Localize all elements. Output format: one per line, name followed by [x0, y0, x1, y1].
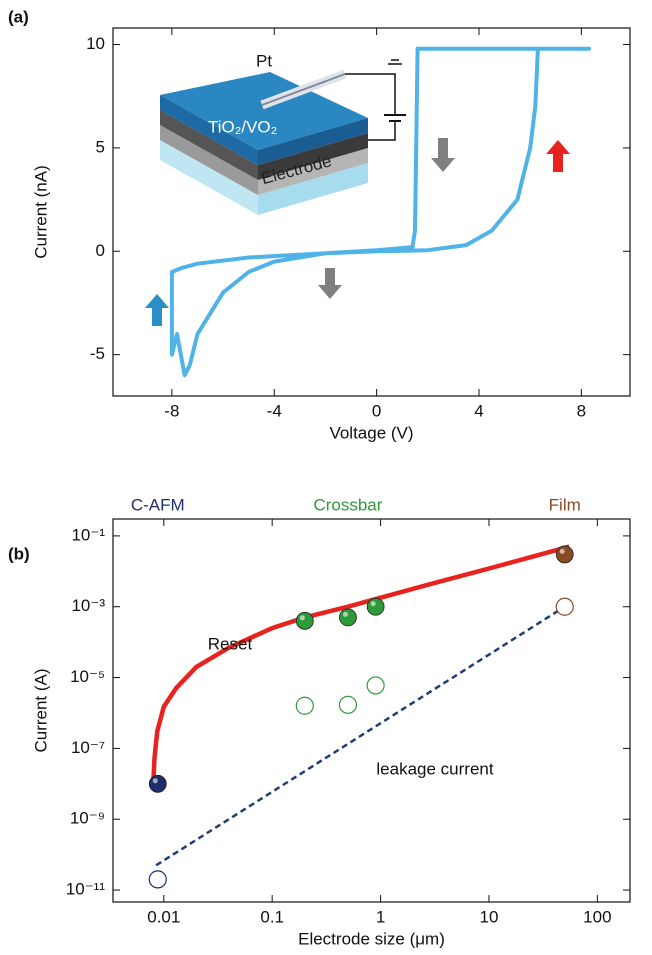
plot-frame	[112, 518, 631, 903]
plot-frame	[112, 27, 631, 397]
leakage-point	[148, 870, 167, 889]
panel-label: (a)	[8, 7, 29, 26]
leakage-point	[338, 695, 358, 714]
reset-point	[295, 611, 314, 630]
group-label: Film	[549, 495, 581, 514]
x-tick-label: 0.01	[147, 907, 180, 926]
inset-label: TiO₂/VO₂	[208, 117, 277, 136]
y-tick-label: 10⁻⁵	[70, 667, 105, 686]
x-tick-label: 4	[474, 401, 483, 420]
y-tick-label: -5	[90, 344, 105, 363]
inset-label: Pt	[256, 51, 272, 70]
point-highlight	[370, 601, 376, 607]
x-axis-label: Voltage (V)	[329, 423, 413, 442]
leakage-point	[555, 597, 574, 616]
y-tick-label: 10⁻¹¹	[66, 880, 106, 899]
point-highlight	[299, 615, 305, 621]
x-tick-label: 0.1	[260, 907, 284, 926]
arrows	[145, 138, 570, 326]
data-line	[169, 46, 591, 378]
leakage-point	[295, 696, 314, 715]
y-tick-label: 10⁻³	[71, 596, 105, 615]
x-tick-label: 8	[577, 401, 586, 420]
y-tick-label: 10⁻¹	[71, 525, 105, 544]
fit-line	[151, 544, 570, 784]
y-tick-label: 0	[96, 241, 105, 260]
group-label: C-AFM	[131, 495, 185, 514]
reset-point	[555, 545, 574, 564]
point-highlight	[152, 778, 158, 784]
reset-point	[366, 597, 385, 616]
reset-point	[339, 608, 357, 627]
y-axis-label: Current (A)	[31, 668, 50, 752]
x-tick-label: 0	[372, 401, 381, 420]
fit-line	[155, 605, 566, 867]
x-tick-label: 10	[480, 907, 499, 926]
group-label: Crossbar	[313, 495, 382, 514]
x-tick-label: -4	[267, 401, 282, 420]
y-tick-label: 5	[96, 137, 105, 156]
x-tick-label: 100	[583, 907, 611, 926]
y-tick-label: 10	[86, 34, 105, 53]
line-label: leakage current	[376, 759, 493, 778]
point-highlight	[559, 548, 565, 554]
y-tick-label: 10⁻⁹	[70, 809, 105, 828]
x-tick-label: -8	[164, 401, 179, 420]
reset-point	[148, 774, 167, 793]
leakage-point	[366, 676, 385, 695]
x-axis-label: Electrode size (μm)	[298, 929, 445, 948]
point-highlight	[342, 611, 348, 617]
y-axis-label: Current (nA)	[31, 165, 50, 259]
panel-label: (b)	[8, 544, 30, 563]
y-tick-label: 10⁻⁷	[71, 738, 105, 757]
x-tick-label: 1	[376, 907, 385, 926]
inset: Pt TiO₂/VO₂ Electrode	[160, 51, 406, 215]
line-label: Reset	[208, 634, 253, 653]
